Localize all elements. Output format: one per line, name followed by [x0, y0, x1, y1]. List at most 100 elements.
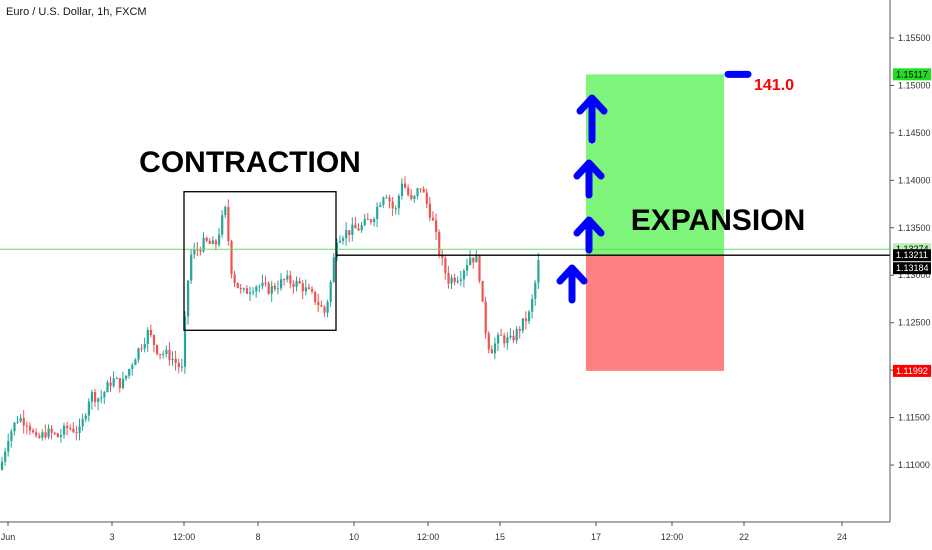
candle-body: [159, 354, 162, 356]
candle-body: [140, 348, 143, 350]
candle-body: [7, 441, 10, 452]
candle-body: [252, 291, 255, 293]
candle-body: [286, 275, 289, 280]
candle-body: [276, 288, 280, 290]
candle-body: [112, 378, 115, 386]
up-arrow-icon: [556, 264, 588, 304]
candle-body: [394, 208, 397, 210]
candle-body: [72, 428, 75, 433]
candle-body: [472, 257, 475, 263]
candle-body: [211, 240, 214, 244]
price-badge: [893, 249, 931, 262]
time-tick-label: 22: [739, 532, 749, 542]
up-arrow-icon: [576, 94, 608, 144]
candle-body: [475, 255, 478, 263]
candle-body: [469, 257, 472, 265]
candle-body: [44, 432, 47, 438]
time-tick-label: Jun: [1, 532, 16, 542]
candle-body: [47, 428, 50, 438]
candle-body: [354, 224, 357, 229]
candle-body: [258, 286, 261, 288]
candle-body: [357, 228, 360, 231]
symbol-title: Euro / U.S. Dollar, 1h, FXCM: [6, 6, 147, 18]
candle-body: [280, 279, 283, 289]
candle-body: [407, 187, 410, 195]
candle-body: [447, 272, 450, 284]
candle-body: [162, 353, 165, 355]
candle-body: [106, 382, 109, 393]
candle-body: [462, 270, 466, 280]
candle-body: [388, 197, 391, 202]
time-tick-label: 12:00: [173, 532, 196, 542]
candle-body: [416, 188, 419, 196]
candle-body: [125, 375, 128, 379]
candle-body: [534, 282, 537, 299]
time-tick-label: 10: [349, 532, 359, 542]
candle-body: [19, 418, 22, 422]
price-tick-label: 1.15000: [898, 80, 931, 90]
candle-body: [25, 425, 28, 427]
candle-body: [307, 287, 311, 290]
candle-body: [304, 287, 307, 292]
arrow-head: [556, 264, 588, 285]
candle-body: [149, 330, 152, 336]
candle-body: [351, 224, 354, 235]
time-tick-label: 3: [109, 532, 114, 542]
candle-body: [146, 330, 149, 344]
candle-body: [342, 238, 345, 241]
candle-body: [264, 282, 267, 284]
candle-body: [115, 378, 118, 380]
candle-body: [56, 433, 59, 438]
candle-body: [214, 240, 218, 245]
candle-body: [165, 349, 168, 354]
up-arrow-icon: [573, 216, 605, 254]
candle-body: [261, 282, 264, 287]
candle-body: [369, 219, 373, 223]
candle-body: [360, 225, 363, 231]
candle-body: [187, 280, 190, 317]
candle-body: [193, 249, 196, 255]
candle-body: [69, 427, 72, 429]
candle-body: [441, 255, 444, 259]
candle-body: [32, 430, 35, 433]
candle-body: [190, 254, 193, 281]
candle-body: [493, 343, 497, 354]
candle-body: [428, 203, 431, 218]
price-axis-bg: [890, 0, 932, 550]
candle-body: [205, 237, 208, 241]
candle-body: [348, 230, 351, 235]
candle-body: [53, 432, 56, 434]
candle-body: [301, 283, 304, 292]
candle-body: [376, 206, 379, 219]
time-tick-label: 15: [495, 532, 505, 542]
price-badge-label: 1.13211: [896, 250, 928, 260]
candle-body: [230, 241, 233, 275]
candle-body: [221, 215, 224, 235]
candle-body: [329, 282, 332, 302]
candle-body: [404, 183, 407, 188]
price-axis: 1.15500 1.15000 1.14500 1.14000 1.13500 1.130…: [889, 0, 932, 550]
candle-body: [295, 280, 298, 287]
price-badge: [893, 262, 931, 275]
candle-body: [323, 306, 326, 313]
time-axis: Jun 3 12:00 8 10 12:00 15 17 12:00 22 24: [0, 521, 890, 542]
price-badge-label: 1.15117: [896, 69, 928, 79]
candle-body: [366, 218, 369, 220]
candle-body: [196, 249, 199, 251]
contraction-label: CONTRACTION: [139, 146, 361, 179]
arrow-head: [573, 159, 605, 180]
candle-body: [41, 432, 44, 438]
candle-body: [94, 392, 97, 402]
candle-body: [84, 415, 87, 420]
candle-body: [121, 378, 125, 389]
candle-body: [35, 432, 38, 436]
candle-body: [528, 311, 531, 322]
candle-body: [137, 348, 140, 360]
candle-body: [255, 286, 258, 292]
candle-body: [391, 201, 394, 209]
candle-body: [335, 242, 338, 258]
candle-body: [400, 183, 404, 196]
candle-body: [397, 195, 400, 209]
candle-body: [311, 289, 314, 292]
